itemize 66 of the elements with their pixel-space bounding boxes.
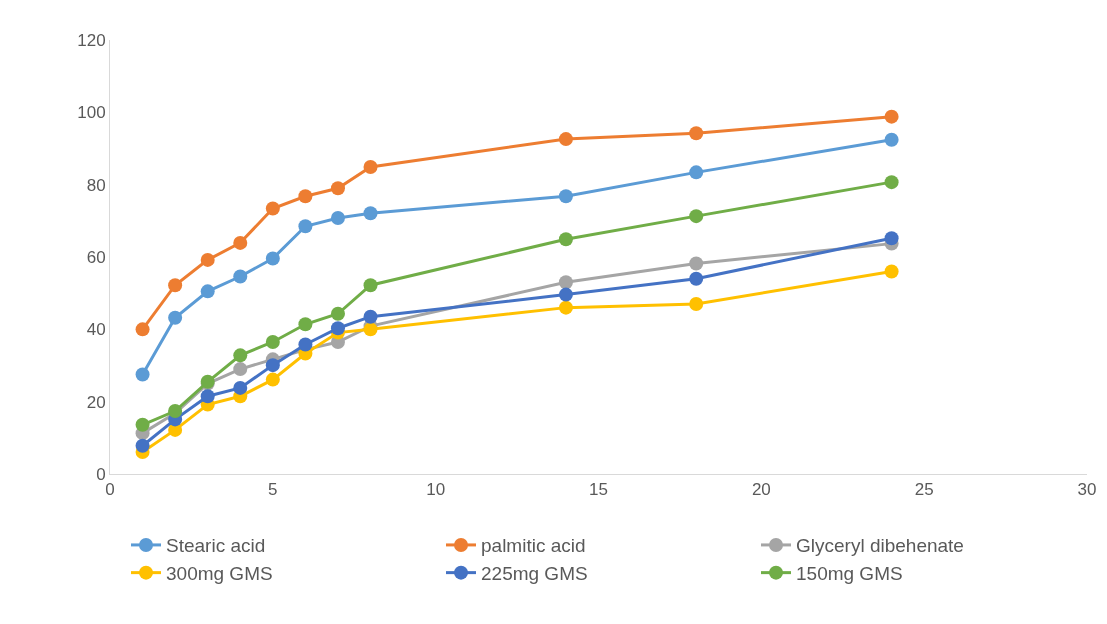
point — [233, 380, 248, 395]
x-tick-label: 15 — [589, 480, 608, 500]
x-tick-label: 5 — [268, 480, 278, 500]
point — [200, 389, 215, 404]
point — [330, 181, 345, 196]
point — [884, 109, 899, 124]
point — [135, 367, 150, 382]
y-tick-label: 60 — [86, 247, 106, 267]
point — [168, 278, 183, 293]
point — [884, 231, 899, 246]
point — [298, 189, 313, 204]
point — [884, 264, 899, 279]
point — [233, 235, 248, 250]
point — [233, 269, 248, 284]
point — [298, 337, 313, 352]
point — [200, 252, 215, 267]
point — [558, 232, 573, 247]
legend-label: 300mg GMS — [166, 563, 273, 585]
x-tick-label: 10 — [426, 480, 446, 500]
point — [135, 417, 150, 432]
point — [330, 321, 345, 336]
point — [298, 317, 313, 332]
point — [363, 159, 378, 174]
point — [689, 165, 704, 180]
y-tick-label: 0 — [96, 464, 106, 484]
point — [200, 284, 215, 299]
point — [689, 209, 704, 224]
x-tick-label: 20 — [751, 480, 771, 500]
legend-label: Glyceryl dibehenate — [796, 535, 964, 557]
point — [265, 334, 280, 349]
point — [558, 287, 573, 302]
point — [558, 132, 573, 147]
point — [135, 438, 150, 453]
y-tick-label: 80 — [86, 175, 106, 195]
x-tick-label: 30 — [1077, 480, 1097, 500]
point — [558, 275, 573, 290]
point — [135, 322, 150, 337]
point — [689, 126, 704, 141]
x-tick-label: 25 — [914, 480, 934, 500]
point — [265, 201, 280, 216]
point — [689, 271, 704, 286]
point — [363, 278, 378, 293]
y-tick-label: 40 — [86, 320, 106, 340]
y-tick-label: 120 — [77, 30, 106, 50]
y-tick-label: 100 — [77, 103, 106, 123]
point — [265, 251, 280, 266]
point — [558, 300, 573, 315]
point — [265, 372, 280, 387]
legend-label: palmitic acid — [481, 535, 586, 557]
point — [330, 210, 345, 225]
legend-label: Stearic acid — [166, 535, 266, 557]
point — [884, 175, 899, 190]
point — [363, 206, 378, 221]
legend-label: 225mg GMS — [481, 563, 588, 585]
point — [330, 306, 345, 321]
point — [233, 348, 248, 363]
point — [298, 219, 313, 234]
point — [265, 358, 280, 373]
point — [689, 256, 704, 271]
point — [884, 132, 899, 147]
y-tick-label: 20 — [86, 392, 106, 412]
legend-label: 150mg GMS — [796, 563, 903, 585]
point — [558, 189, 573, 204]
point — [168, 310, 183, 325]
point — [233, 362, 248, 377]
point — [689, 297, 704, 312]
